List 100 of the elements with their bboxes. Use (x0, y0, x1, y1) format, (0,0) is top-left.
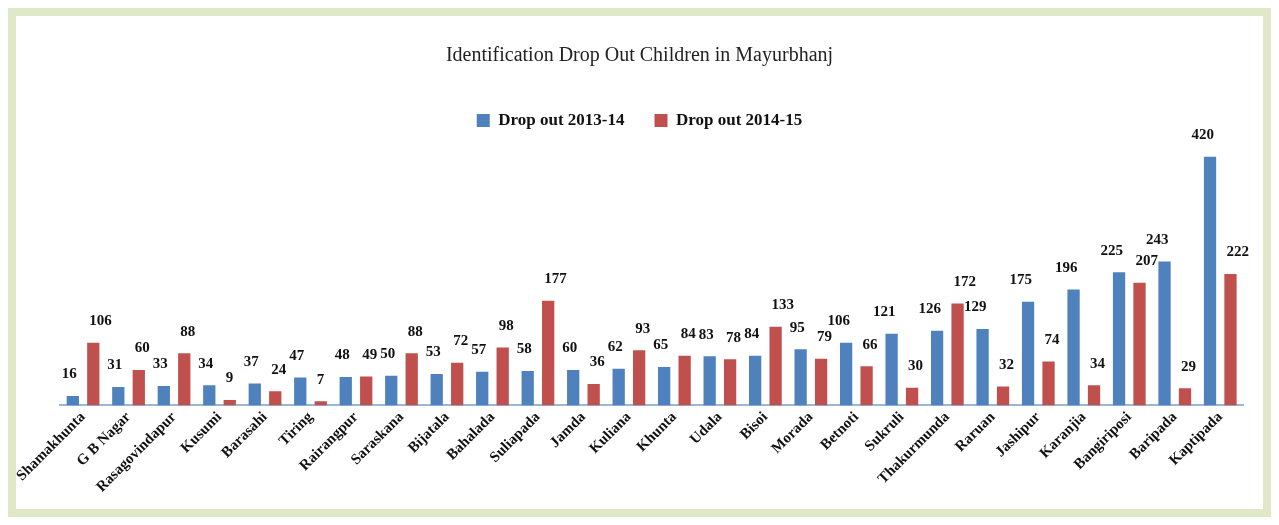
data-label: 420 (1191, 126, 1215, 143)
bar (223, 400, 236, 406)
chart-title: Identification Drop Out Children in Mayurbhanj (445, 43, 834, 67)
data-label: 172 (953, 272, 977, 289)
bar (587, 384, 600, 406)
bar (658, 366, 671, 406)
bar (1021, 301, 1035, 406)
bar (703, 356, 716, 406)
bar (930, 330, 944, 406)
data-label: 24 (271, 360, 287, 377)
bar (269, 391, 282, 406)
data-label: 225 (1100, 241, 1124, 258)
data-label: 33 (152, 355, 168, 372)
data-label: 36 (589, 353, 606, 370)
data-label: 175 (1009, 271, 1033, 288)
data-label: 72 (453, 332, 469, 349)
bar (476, 371, 489, 406)
bar (542, 300, 555, 406)
data-label: 47 (289, 346, 305, 363)
bar (723, 359, 737, 406)
bar (678, 355, 691, 406)
data-label: 7 (316, 370, 325, 387)
data-label: 34 (198, 354, 214, 371)
data-label: 29 (1181, 357, 1196, 374)
bar (132, 369, 145, 406)
data-label: 88 (407, 322, 423, 339)
data-label: 74 (1044, 330, 1061, 347)
data-label: 196 (1055, 258, 1079, 275)
bar (1042, 361, 1055, 406)
bar (951, 303, 964, 406)
bar (339, 377, 352, 406)
data-label: 84 (744, 325, 760, 342)
data-label: 121 (873, 303, 896, 320)
data-label: 50 (380, 345, 396, 362)
bar (521, 371, 534, 406)
data-label: 30 (908, 357, 924, 374)
bar (87, 342, 100, 406)
data-label: 58 (516, 340, 532, 357)
bar (769, 326, 782, 406)
data-label: 65 (653, 336, 669, 353)
bar (496, 347, 509, 406)
bar (451, 362, 464, 406)
bar (294, 377, 307, 406)
bar (178, 353, 191, 406)
bar (203, 385, 216, 406)
data-label: 37 (243, 352, 260, 369)
bar (885, 333, 898, 406)
data-label: 78 (726, 328, 742, 345)
bar (1112, 272, 1126, 406)
bar (996, 386, 1010, 406)
bar (567, 369, 580, 406)
bar (385, 375, 398, 406)
bar (248, 383, 261, 406)
data-label: 106 (89, 312, 113, 329)
bar (157, 385, 170, 406)
data-label: 60 (134, 339, 150, 356)
bar (1224, 273, 1237, 406)
data-label: 49 (362, 345, 378, 362)
data-label: 88 (180, 322, 196, 339)
bar (839, 342, 853, 406)
data-label: 16 (61, 365, 78, 382)
bar (794, 349, 807, 406)
bar (976, 329, 989, 406)
data-label: 98 (498, 316, 514, 333)
bar (814, 358, 828, 406)
bar (314, 401, 327, 406)
data-label: 222 (1226, 243, 1249, 260)
data-label: 126 (918, 300, 942, 317)
bar (405, 353, 418, 406)
legend-label: Drop out 2013-14 (498, 109, 625, 129)
data-label: 177 (544, 270, 568, 286)
data-label: 60 (562, 339, 578, 356)
bar (1178, 388, 1192, 406)
bar (749, 355, 762, 406)
data-label: 129 (964, 298, 987, 315)
data-label: 207 (1135, 252, 1159, 269)
bar (112, 387, 125, 406)
bar (430, 374, 443, 406)
bar (360, 376, 373, 406)
bar (1203, 156, 1217, 406)
data-label: 66 (862, 335, 879, 352)
bar (860, 366, 873, 406)
data-label: 34 (1090, 354, 1106, 371)
bar (1133, 282, 1146, 406)
bar (1158, 261, 1171, 406)
data-label: 9 (225, 369, 234, 386)
data-label: 79 (817, 328, 833, 345)
bar (633, 350, 646, 406)
data-label: 106 (827, 312, 851, 329)
data-label: 243 (1146, 230, 1169, 247)
bar (612, 368, 625, 406)
data-label: 62 (607, 338, 623, 355)
data-label: 133 (771, 296, 795, 313)
bar (1067, 289, 1080, 406)
legend-label: Drop out 2014-15 (676, 109, 803, 129)
data-label: 83 (698, 325, 714, 342)
data-label: 32 (999, 355, 1015, 372)
data-label: 48 (334, 346, 350, 363)
data-label: 93 (635, 319, 651, 336)
data-label: 57 (471, 341, 487, 358)
